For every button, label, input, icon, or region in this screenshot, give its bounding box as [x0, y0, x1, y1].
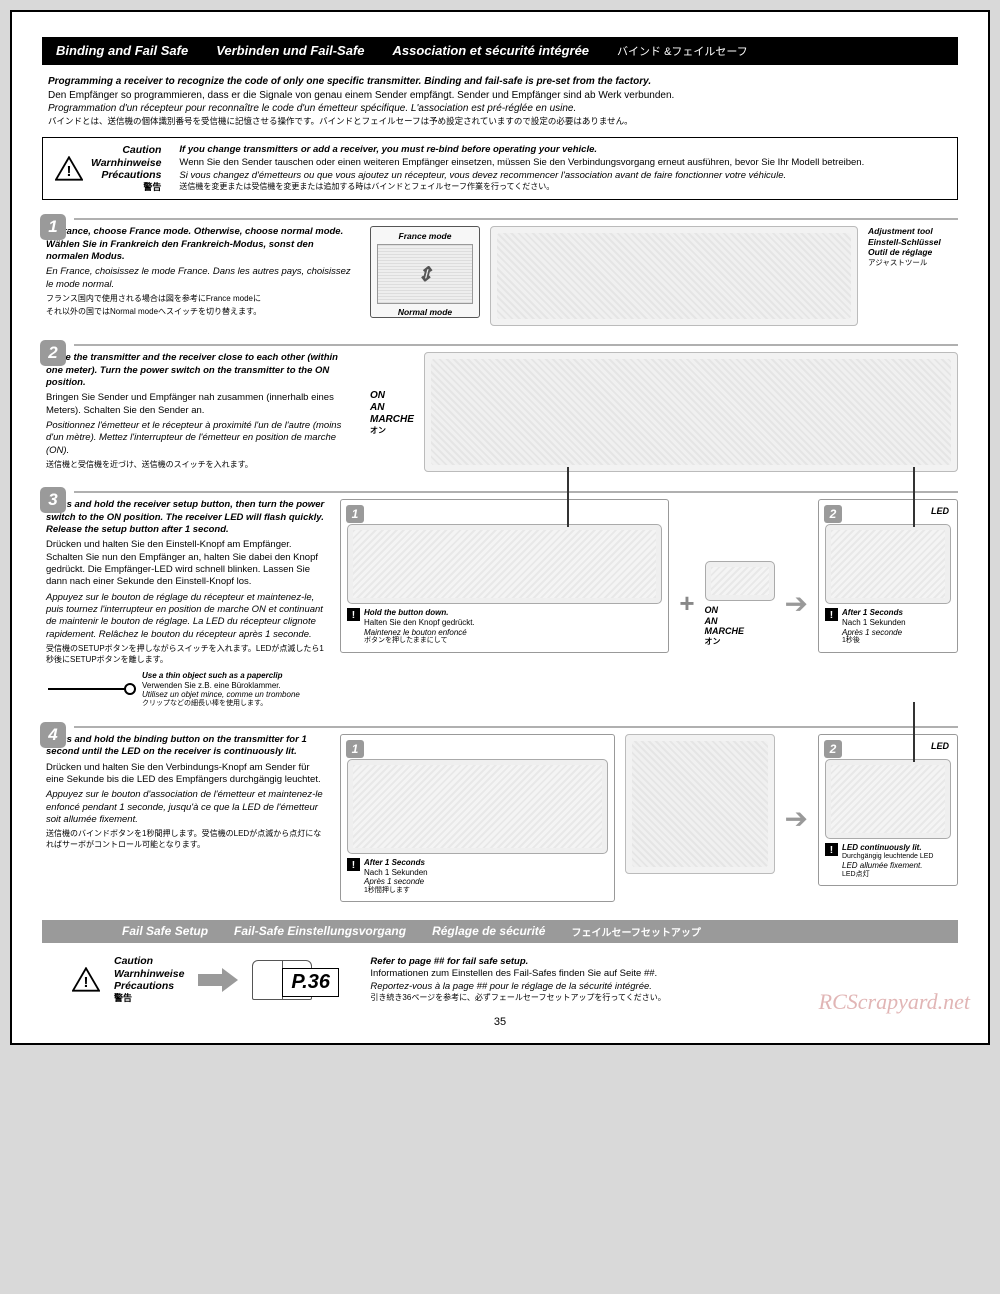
transmitter-wheel-illustration [625, 734, 775, 874]
paperclip-icon [46, 682, 136, 696]
warning-triangle-icon: ! [55, 156, 83, 181]
failsafe-section-bar: Fail Safe Setup Fail-Safe Einstellungsvo… [42, 920, 958, 943]
substep-2: 2 LED ! After 1 Seconds Nach 1 Sekunden … [818, 499, 958, 652]
svg-text:!: ! [830, 845, 833, 856]
arrow-right-icon [198, 968, 238, 992]
plus-icon: + [679, 588, 694, 619]
attention-icon: ! [347, 608, 360, 621]
svg-text:!: ! [352, 611, 355, 622]
receiver-led-lit-illustration [825, 759, 951, 839]
step-number: 4 [40, 722, 66, 748]
warning-triangle-icon: ! [72, 967, 100, 992]
transmitter-bind-illustration [347, 759, 608, 854]
page-number: 35 [42, 1016, 958, 1028]
switch-illustration [705, 561, 775, 601]
up-down-arrow-icon: ⇕ [417, 262, 434, 287]
title-en: Binding and Fail Safe [56, 43, 188, 59]
title-jp: バインド &フェイルセーフ [617, 43, 748, 59]
transmitter-illustration [490, 226, 858, 326]
receiver-led-illustration [825, 524, 951, 604]
step-4: 4 Press and hold the binding button on t… [42, 726, 958, 902]
manual-page: Binding and Fail Safe Verbinden und Fail… [10, 10, 990, 1045]
led-label: LED [931, 741, 949, 751]
arrow-right-icon: ➔ [785, 587, 808, 620]
intro-text: Programming a receiver to recognize the … [42, 75, 958, 127]
caution-box: ! Caution Warnhinweise Précautions 警告 If… [42, 137, 958, 200]
svg-text:!: ! [830, 611, 833, 622]
svg-text:!: ! [352, 860, 355, 871]
step-3: 3 Press and hold the receiver setup butt… [42, 491, 958, 708]
attention-icon: ! [825, 608, 838, 621]
substep-1: 1 ! Hold the button down. Halten Sie den… [340, 499, 669, 652]
mode-selector-diagram: France mode ⇕ Normal mode [370, 226, 480, 318]
step-number: 1 [40, 214, 66, 240]
attention-icon: ! [347, 858, 360, 871]
substep-1: 1 ! After 1 Seconds Nach 1 Sekunden Aprè… [340, 734, 615, 902]
svg-text:!: ! [84, 974, 89, 991]
receiver-illustration [347, 524, 662, 604]
arrow-right-icon: ➔ [785, 802, 808, 835]
attention-icon: ! [825, 843, 838, 856]
substep-2: 2 LED ! LED continuously lit. Durchgängi… [818, 734, 958, 886]
step-2: 2 Place the transmitter and the receiver… [42, 344, 958, 473]
footer-reference: ! Caution Warnhinweise Précautions 警告 P.… [42, 955, 958, 1004]
step-1: 1 In France, choose France mode. Otherwi… [42, 218, 958, 326]
title-fr: Association et sécurité intégrée [393, 43, 590, 59]
step-number: 3 [40, 487, 66, 513]
section-title-bar: Binding and Fail Safe Verbinden und Fail… [42, 37, 958, 65]
led-label: LED [931, 506, 949, 516]
transmitter-power-illustration [424, 352, 958, 472]
page-reference: P.36 [282, 968, 339, 997]
step-number: 2 [40, 340, 66, 366]
svg-text:!: ! [67, 163, 72, 180]
title-de: Verbinden und Fail-Safe [216, 43, 364, 59]
